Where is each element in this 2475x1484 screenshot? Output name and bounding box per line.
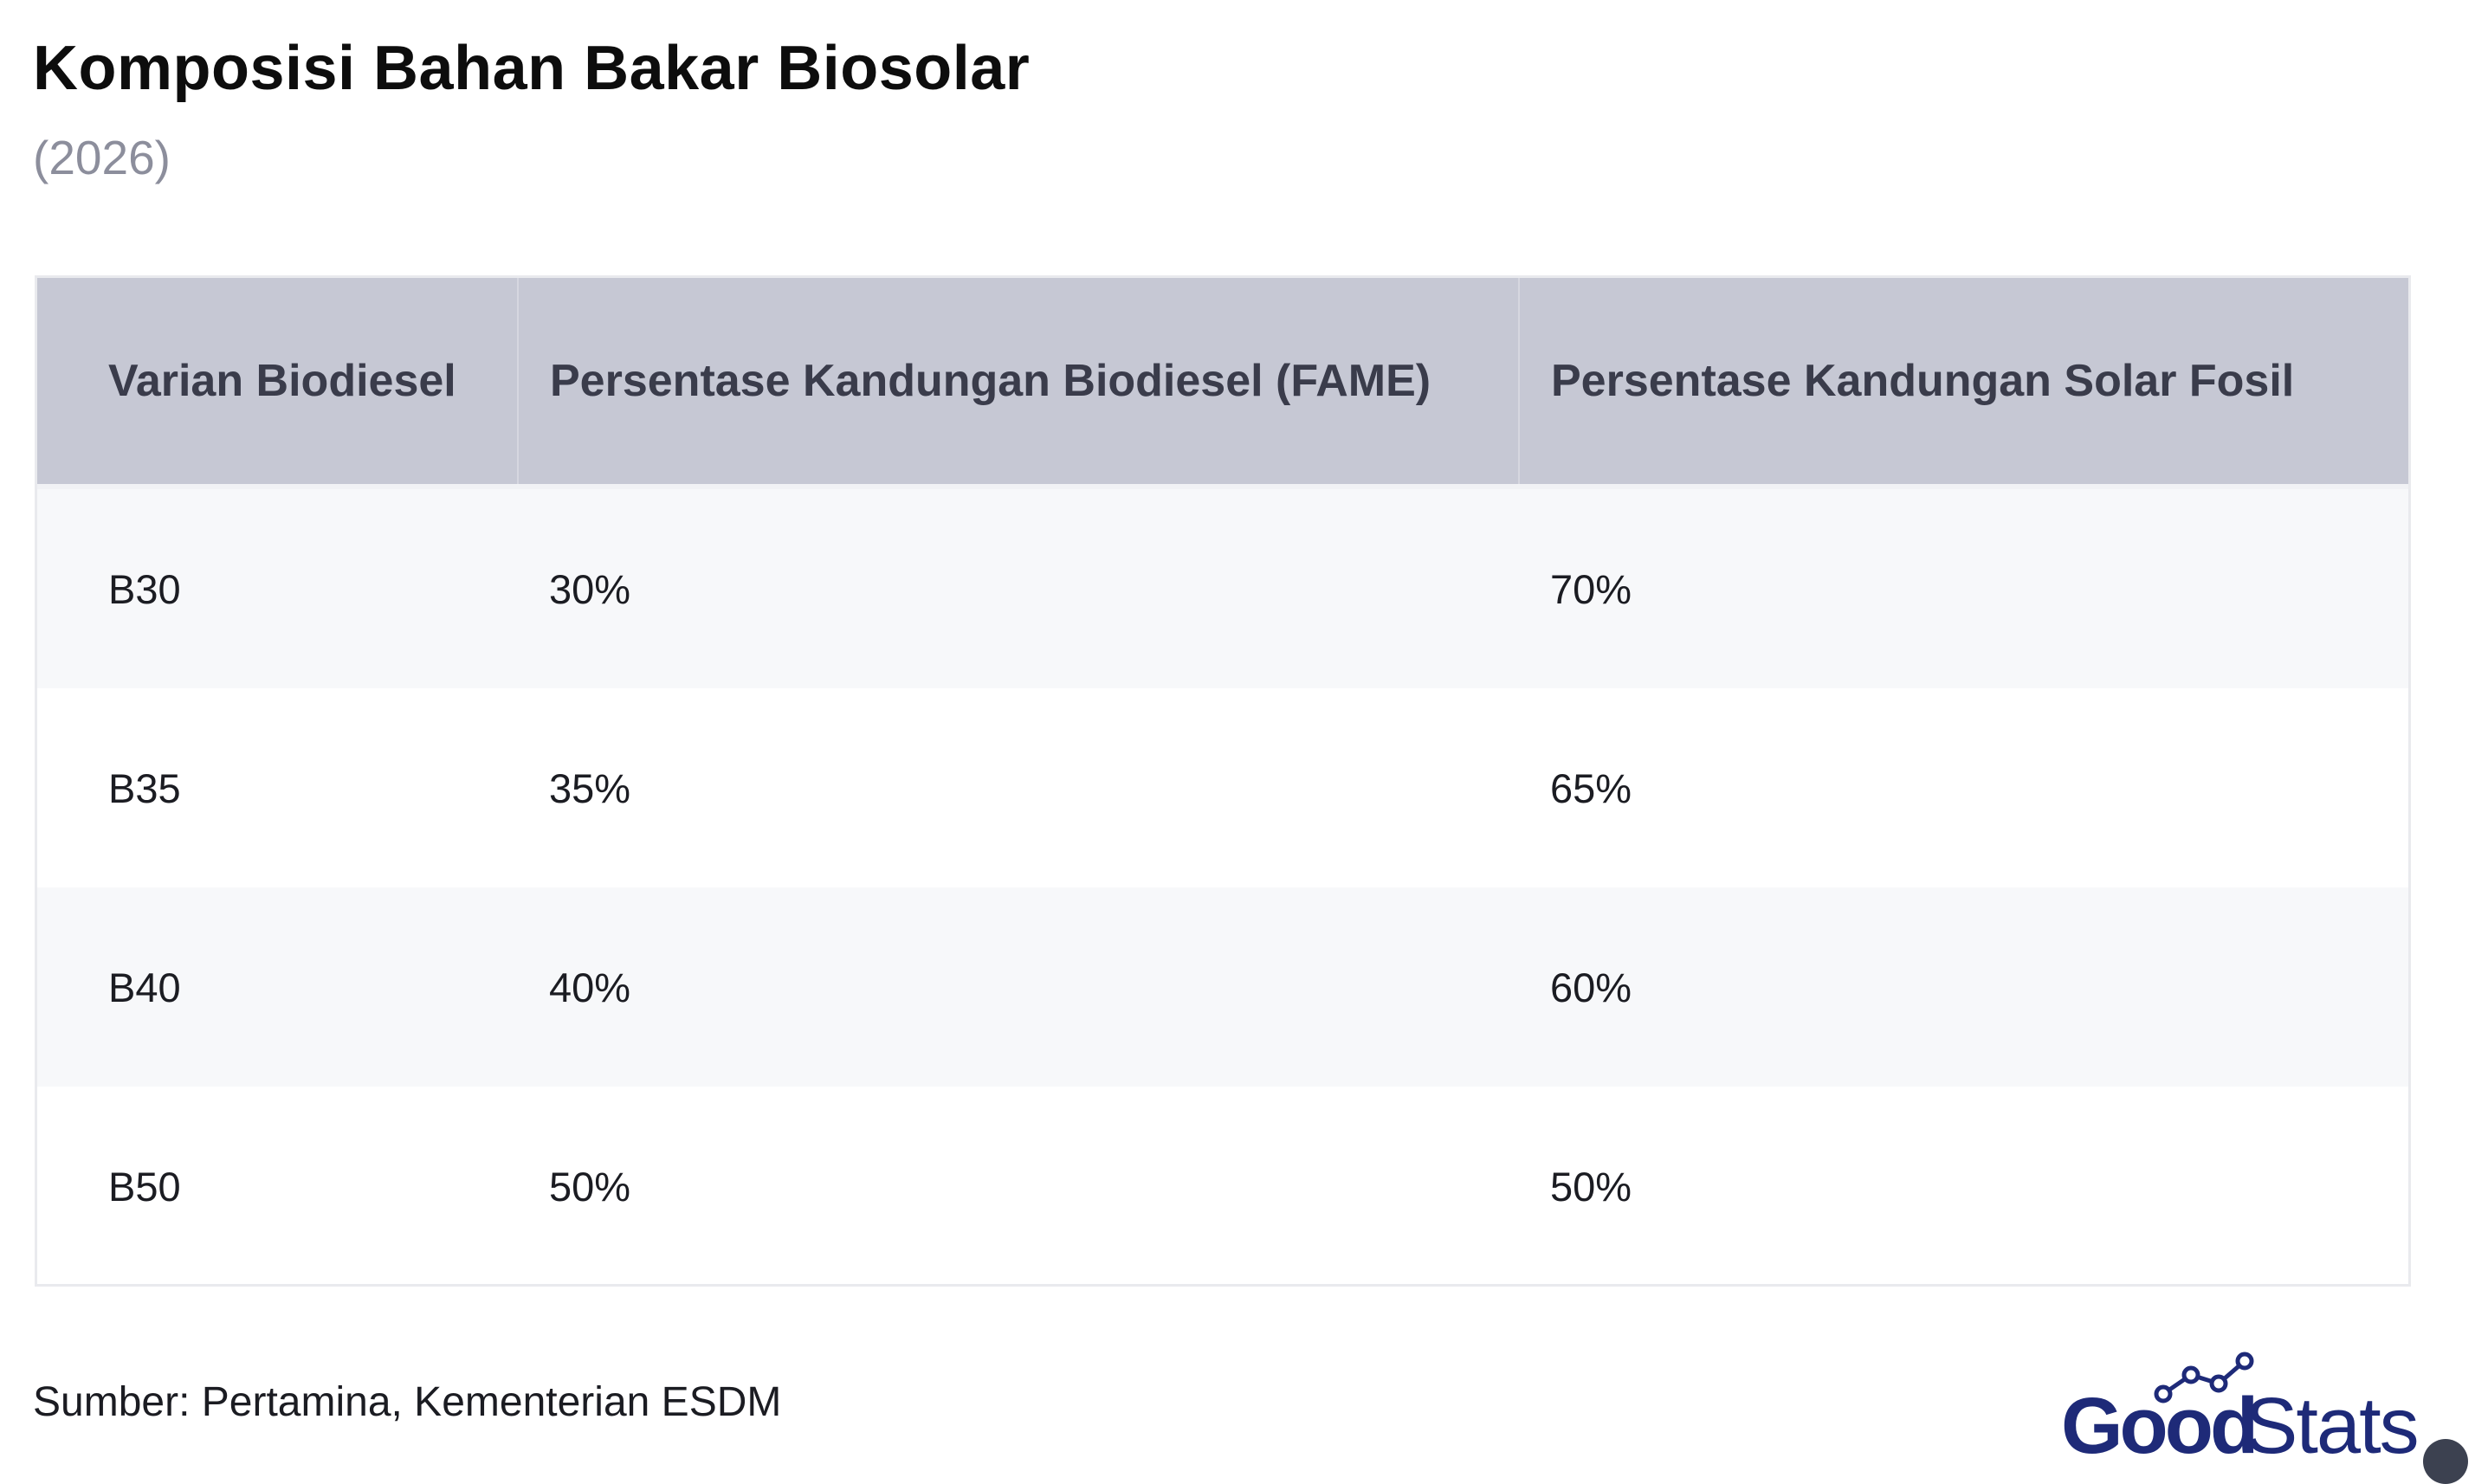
table-cell: 60% — [1519, 887, 2408, 1087]
table-cell: 70% — [1519, 484, 2408, 688]
table-cell: B50 — [37, 1087, 518, 1284]
table-cell: 30% — [518, 484, 1519, 688]
table-row: B50 50% 50% — [37, 1087, 2408, 1284]
data-table: Varian Biodiesel Persentase Kandungan Bi… — [37, 278, 2408, 1284]
source-note: Sumber: Pertamina, Kementerian ESDM — [33, 1379, 782, 1425]
chart-title: Komposisi Bahan Bakar Biosolar — [33, 34, 1031, 103]
table-header-row: Varian Biodiesel Persentase Kandungan Bi… — [37, 278, 2408, 487]
table-row: B35 35% 65% — [37, 688, 2408, 887]
table-cell: 50% — [518, 1087, 1519, 1284]
table-cell: 50% — [1519, 1087, 2408, 1284]
table-row: B40 40% 60% — [37, 887, 2408, 1087]
goodstats-logo: Good Stats — [2061, 1352, 2420, 1463]
screenshot-icon[interactable] — [2423, 1439, 2468, 1484]
data-table-container: Varian Biodiesel Persentase Kandungan Bi… — [35, 275, 2411, 1287]
logo-text-stats: Stats — [2245, 1382, 2418, 1463]
column-header: Persentase Kandungan Solar Fosil — [1518, 278, 2408, 487]
table-cell: B40 — [37, 887, 518, 1087]
chart-subtitle: (2026) — [33, 131, 171, 184]
table-row: B30 30% 70% — [37, 484, 2408, 688]
table-cell: 40% — [518, 887, 1519, 1087]
logo-trend-icon — [2154, 1352, 2254, 1403]
table-cell: B30 — [37, 484, 518, 688]
table-cell: B35 — [37, 688, 518, 887]
table-cell: 35% — [518, 688, 1519, 887]
logo-text-good: Good — [2061, 1382, 2255, 1463]
table-cell: 65% — [1519, 688, 2408, 887]
column-header: Persentase Kandungan Biodiesel (FAME) — [517, 278, 1519, 487]
column-header: Varian Biodiesel — [37, 278, 518, 487]
